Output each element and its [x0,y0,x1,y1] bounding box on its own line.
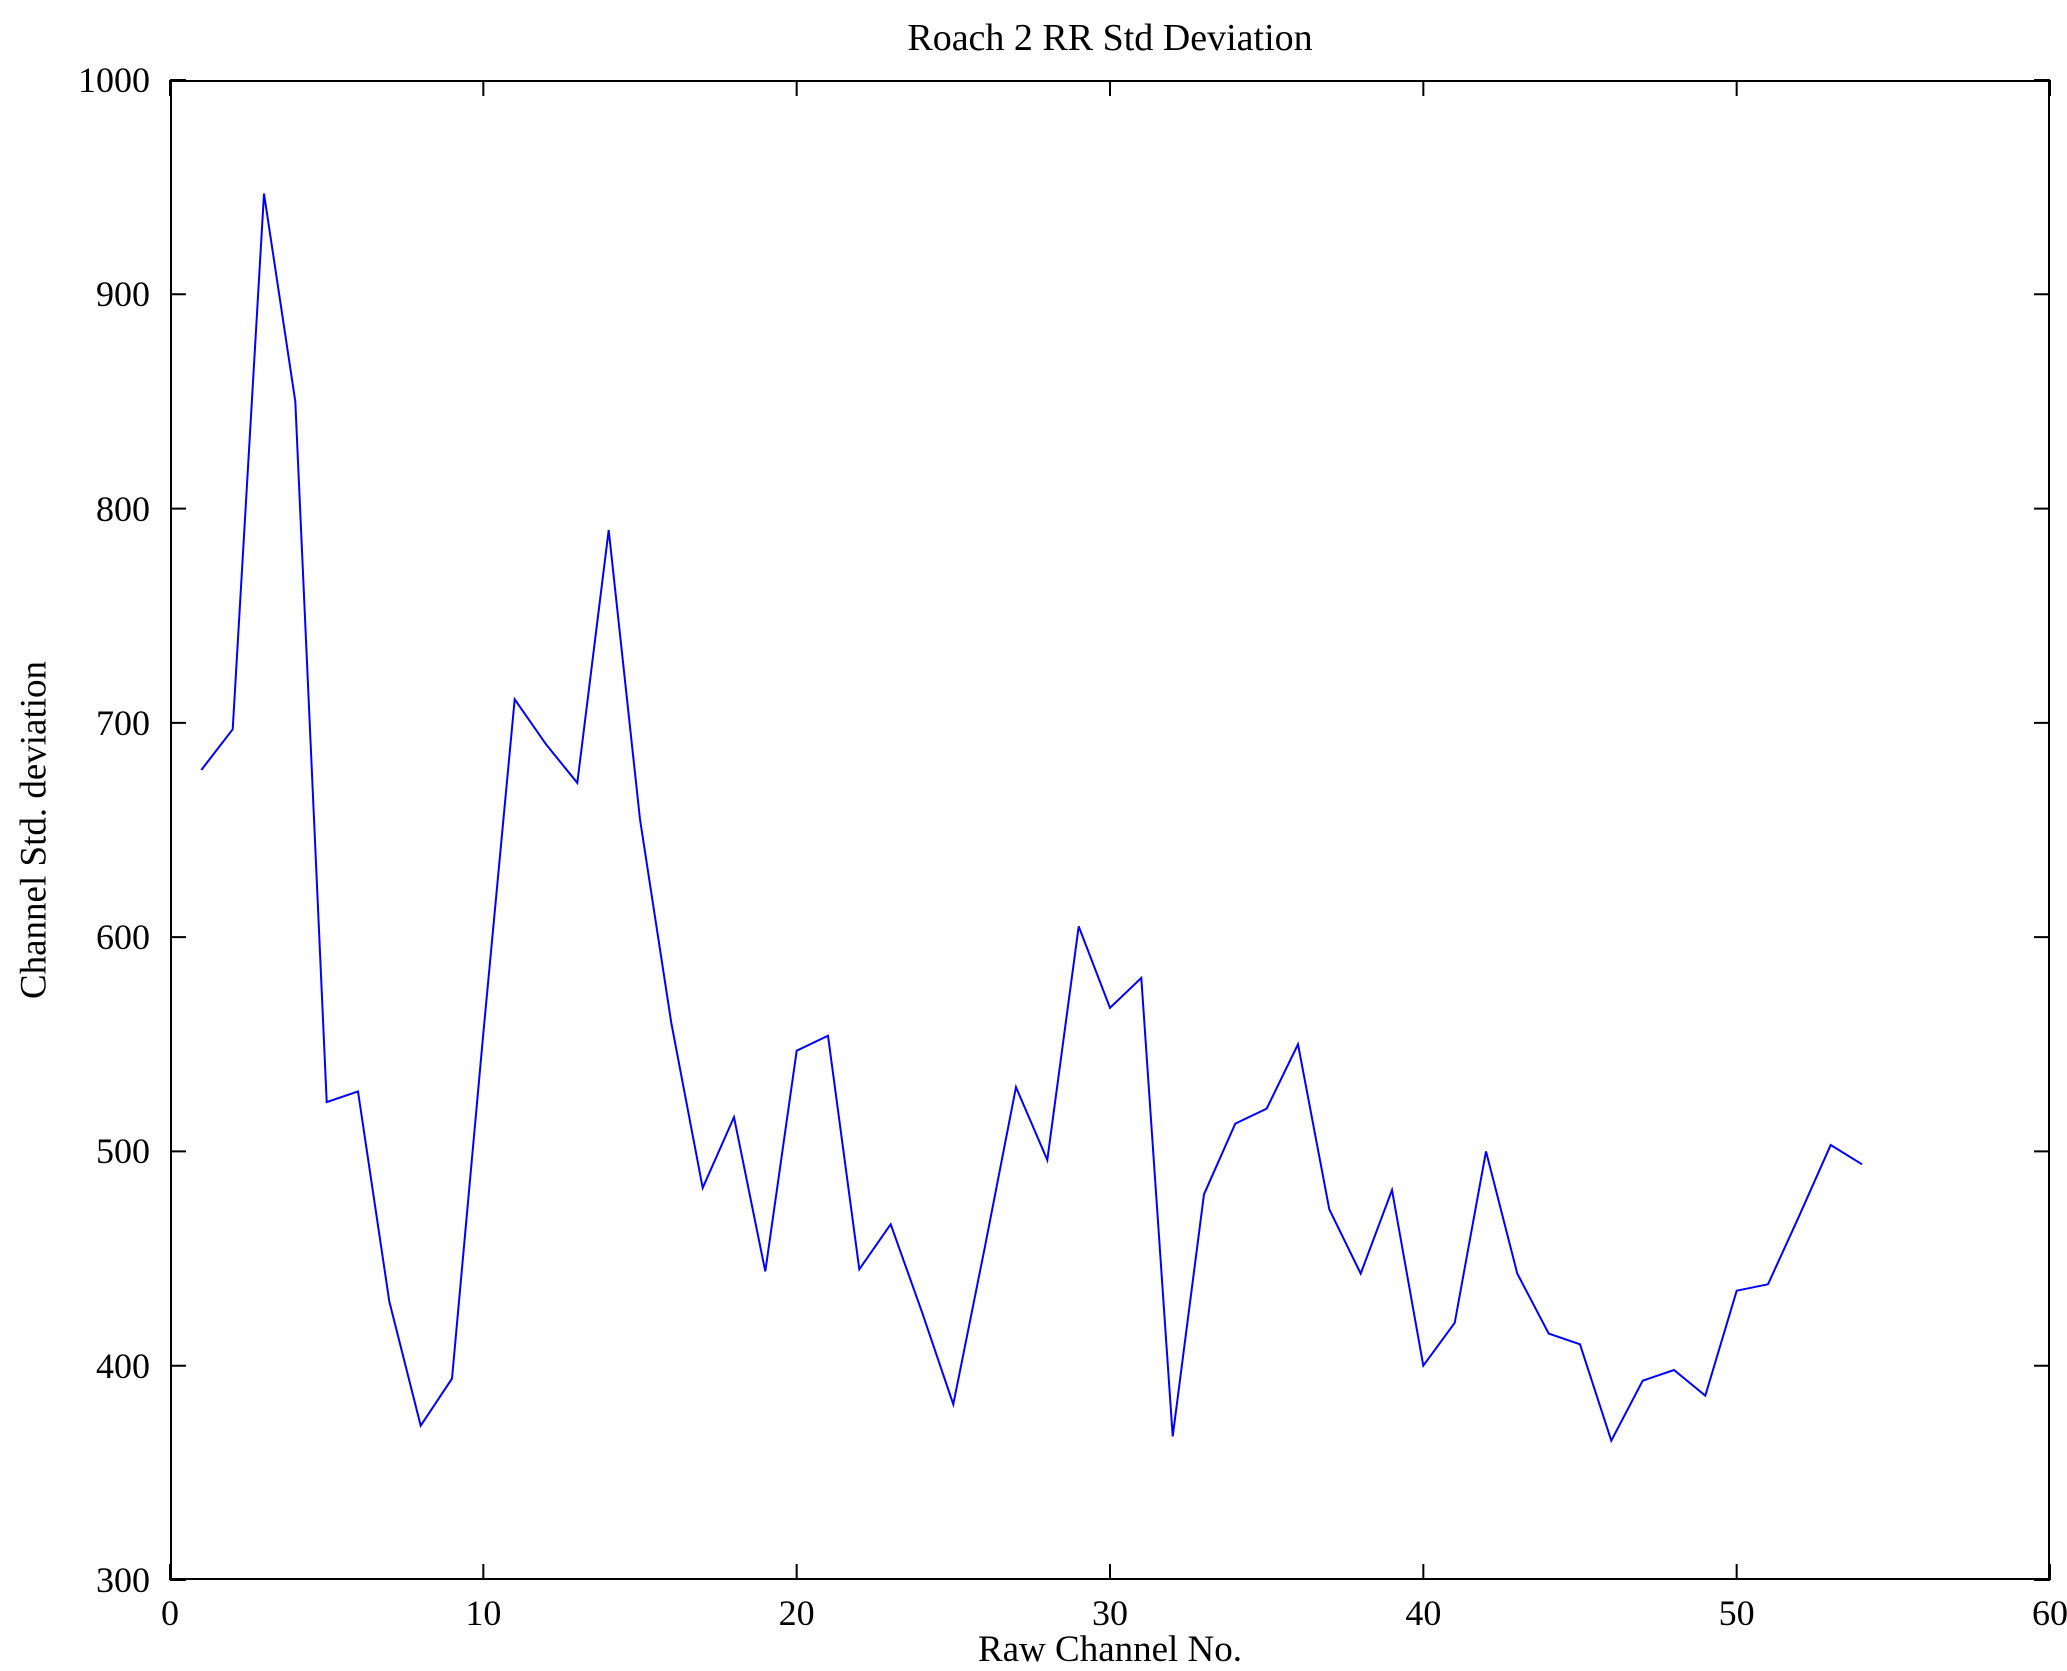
y-tick-label: 300 [96,1560,150,1600]
y-axis-label: Channel Std. deviation [13,660,55,1000]
chart-title: Roach 2 RR Std Deviation [907,17,1313,59]
x-tick-label: 30 [1092,1593,1128,1633]
axes-box [170,80,2050,1580]
y-tick-label: 700 [96,702,150,743]
x-tick-label: 20 [778,1593,815,1633]
y-tick-label: 900 [96,274,150,315]
x-axis-label: Raw Channel No. [977,1629,1243,1670]
x-tick-label: 10 [465,1593,502,1633]
x-tick-label: 50 [1718,1593,1755,1633]
data-line [200,193,1863,1444]
y-tick-label: 800 [96,488,150,529]
y-tick-label: 1000 [78,60,150,100]
x-tick-label: 0 [161,1593,179,1633]
plot-area [169,79,2051,1581]
x-tick-label: 40 [1405,1593,1442,1633]
x-tick-label: 60 [2032,1593,2067,1633]
tick-marks [169,79,2051,1581]
y-tick-label: 500 [96,1131,150,1172]
plot-svg [169,79,2051,1581]
y-tick-label: 600 [96,917,150,958]
y-tick-label: 400 [96,1345,150,1386]
